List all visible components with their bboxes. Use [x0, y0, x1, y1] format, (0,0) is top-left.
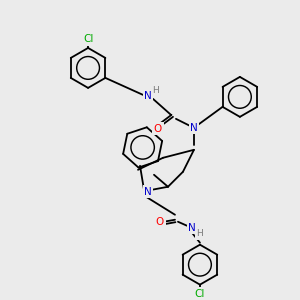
Text: Cl: Cl: [195, 289, 205, 298]
Text: N: N: [144, 91, 152, 101]
Text: H: H: [153, 86, 159, 95]
Text: N: N: [188, 223, 196, 233]
Text: H: H: [196, 229, 203, 238]
Text: O: O: [156, 217, 164, 227]
Text: Cl: Cl: [83, 34, 93, 44]
Text: N: N: [144, 187, 152, 197]
Text: O: O: [154, 124, 162, 134]
Text: N: N: [190, 123, 198, 133]
